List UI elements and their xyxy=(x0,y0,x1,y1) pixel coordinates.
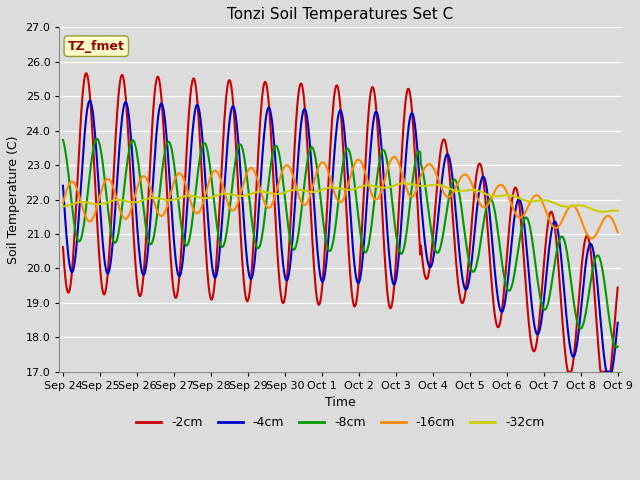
Line: -32cm: -32cm xyxy=(63,183,618,212)
-2cm xyxy=(398,144,406,150)
-16cm xyxy=(124,214,132,220)
-4cm xyxy=(275,214,283,220)
-32cm xyxy=(397,180,405,186)
-2cm xyxy=(275,276,283,282)
-16cm xyxy=(588,236,595,241)
-4cm xyxy=(614,320,621,325)
-2cm xyxy=(59,244,67,250)
Text: TZ_fmet: TZ_fmet xyxy=(68,40,125,53)
Legend: -2cm, -4cm, -8cm, -16cm, -32cm: -2cm, -4cm, -8cm, -16cm, -32cm xyxy=(131,411,550,434)
-2cm xyxy=(83,71,90,76)
-2cm xyxy=(429,230,437,236)
-8cm xyxy=(614,344,621,349)
Y-axis label: Soil Temperature (C): Soil Temperature (C) xyxy=(7,135,20,264)
-2cm xyxy=(564,369,572,375)
-32cm xyxy=(253,189,261,195)
-32cm xyxy=(275,191,282,197)
Line: -8cm: -8cm xyxy=(63,139,618,348)
-4cm xyxy=(86,98,93,104)
-8cm xyxy=(398,250,406,256)
-8cm xyxy=(93,136,101,142)
-16cm xyxy=(253,177,261,183)
-16cm xyxy=(275,180,282,186)
-16cm xyxy=(614,229,621,235)
-2cm xyxy=(255,151,262,156)
-8cm xyxy=(612,345,620,350)
-8cm xyxy=(429,240,437,245)
-2cm xyxy=(227,81,235,86)
-32cm xyxy=(59,204,67,209)
-4cm xyxy=(227,109,235,115)
-32cm xyxy=(401,180,408,186)
-16cm xyxy=(59,200,67,206)
-8cm xyxy=(275,151,283,157)
-4cm xyxy=(398,208,406,214)
-32cm xyxy=(429,182,437,188)
Line: -16cm: -16cm xyxy=(63,157,618,239)
-2cm xyxy=(125,141,132,147)
Line: -4cm: -4cm xyxy=(63,101,618,372)
-32cm xyxy=(598,209,606,215)
-4cm xyxy=(125,112,132,118)
Line: -2cm: -2cm xyxy=(63,73,618,372)
-32cm xyxy=(226,192,234,197)
-16cm xyxy=(390,154,398,160)
-16cm xyxy=(398,171,406,177)
-8cm xyxy=(255,245,262,251)
-4cm xyxy=(429,255,437,261)
Title: Tonzi Soil Temperatures Set C: Tonzi Soil Temperatures Set C xyxy=(227,7,454,22)
X-axis label: Time: Time xyxy=(325,396,356,409)
-2cm xyxy=(614,285,621,290)
-8cm xyxy=(59,137,67,143)
-8cm xyxy=(227,196,235,202)
-4cm xyxy=(255,214,262,219)
-8cm xyxy=(125,149,132,155)
-16cm xyxy=(429,165,437,170)
-32cm xyxy=(614,208,621,214)
-4cm xyxy=(59,183,67,189)
-4cm xyxy=(603,369,611,375)
-16cm xyxy=(226,205,234,211)
-32cm xyxy=(124,199,132,204)
